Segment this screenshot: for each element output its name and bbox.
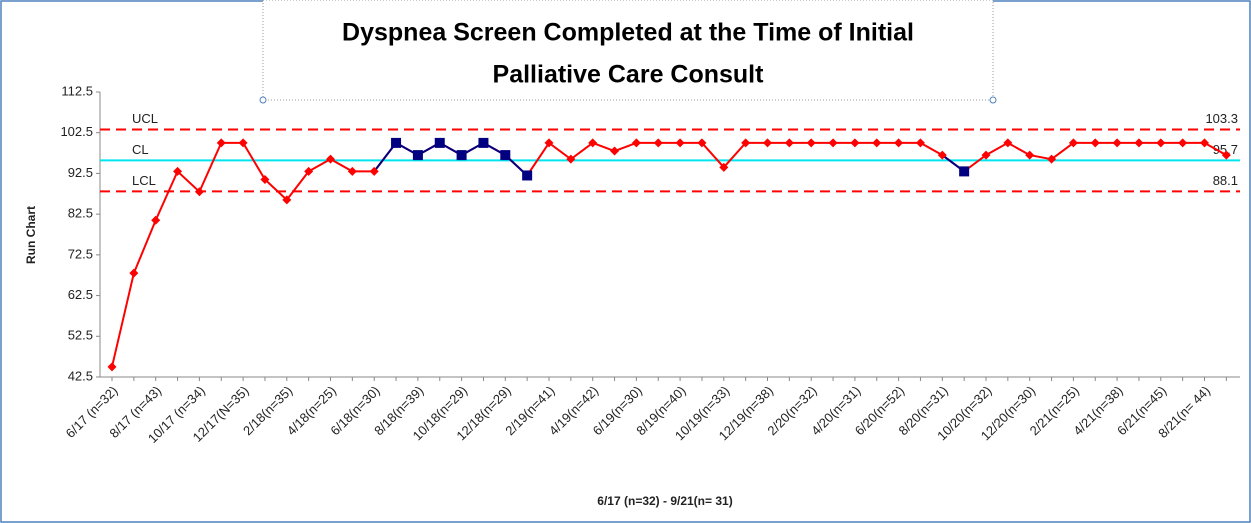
marker <box>981 150 991 160</box>
marker <box>412 150 423 161</box>
y-tick-label: 102.5 <box>60 124 93 139</box>
marker <box>1025 150 1035 160</box>
y-tick-label: 92.5 <box>68 165 93 180</box>
y-tick-label: 112.5 <box>61 83 93 98</box>
marker <box>238 138 248 148</box>
handle <box>989 96 997 104</box>
marker <box>675 138 685 148</box>
marker <box>959 166 970 177</box>
control-line-name: UCL <box>132 111 158 126</box>
marker <box>1090 138 1100 148</box>
marker <box>631 138 641 148</box>
title-box <box>262 0 994 101</box>
marker <box>1178 138 1188 148</box>
marker <box>1068 138 1078 148</box>
control-line-value: 88.1 <box>1213 173 1238 188</box>
marker <box>151 215 161 225</box>
marker <box>1047 154 1057 164</box>
marker <box>544 138 554 148</box>
line <box>111 141 1227 368</box>
marker <box>304 166 314 176</box>
marker <box>610 146 620 156</box>
y-axis-label: Run Chart <box>24 206 38 264</box>
marker <box>434 137 445 148</box>
marker <box>1200 138 1209 148</box>
marker <box>347 166 357 176</box>
y-tick-label: 52.5 <box>68 328 93 343</box>
marker <box>894 138 904 148</box>
marker <box>1134 138 1144 148</box>
marker <box>1112 138 1122 148</box>
marker <box>719 162 729 172</box>
marker <box>326 154 335 164</box>
marker <box>478 137 489 148</box>
control-line-value: 103.3 <box>1205 111 1238 126</box>
marker <box>937 150 947 160</box>
chart-title: Dyspnea Screen Completed at the Time of … <box>342 19 914 47</box>
marker <box>282 195 292 205</box>
y-tick-label: 42.5 <box>68 368 93 383</box>
x-axis-label: 6/17 (n=32) - 9/21(n= 31) <box>597 494 732 508</box>
marker <box>216 138 226 148</box>
marker <box>456 150 467 161</box>
marker <box>850 138 860 148</box>
y-tick-label: 62.5 <box>68 287 93 302</box>
marker <box>129 268 139 278</box>
marker <box>741 138 751 148</box>
control-line-value: 95.7 <box>1213 142 1238 157</box>
marker <box>872 138 882 148</box>
marker <box>522 170 533 181</box>
marker <box>828 138 838 148</box>
marker <box>763 138 772 148</box>
marker <box>194 187 204 197</box>
marker <box>697 138 707 148</box>
chart-title: Palliative Care Consult <box>493 61 765 89</box>
marker <box>566 154 576 164</box>
marker <box>806 138 816 148</box>
y-tick-label: 82.5 <box>68 206 93 221</box>
marker <box>173 166 183 176</box>
marker <box>653 138 663 148</box>
marker <box>915 138 925 148</box>
marker <box>369 166 379 176</box>
marker <box>107 362 117 372</box>
marker <box>1003 138 1013 148</box>
marker <box>1156 138 1166 148</box>
y-tick-label: 72.5 <box>68 246 93 261</box>
handle <box>259 96 267 104</box>
marker <box>260 175 270 185</box>
marker <box>784 138 794 148</box>
control-line-name: LCL <box>132 173 156 188</box>
marker <box>588 138 598 148</box>
marker <box>391 137 402 148</box>
marker <box>500 150 511 161</box>
control-line-name: CL <box>132 142 149 157</box>
marker <box>1221 150 1231 160</box>
